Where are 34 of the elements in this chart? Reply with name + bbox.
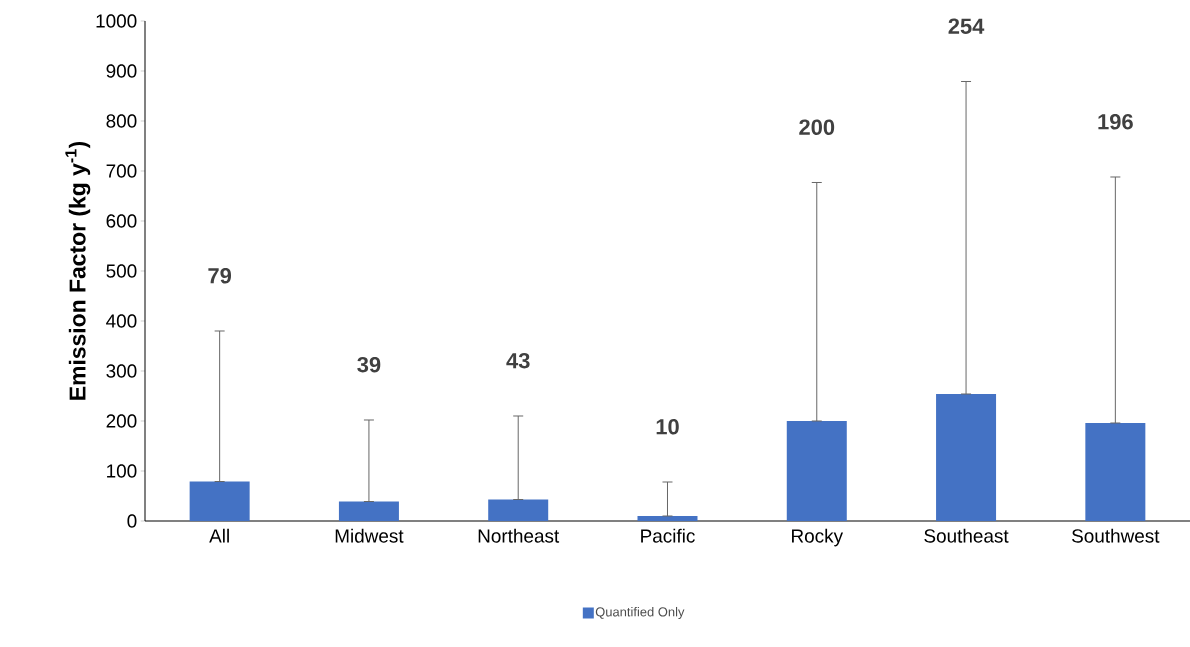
- bar: [637, 516, 698, 521]
- text: 39: [357, 356, 381, 373]
- x-tick-label: Southeast: [924, 528, 1009, 543]
- bar: [936, 394, 997, 521]
- x-tick-label: Northeast: [478, 528, 560, 543]
- y-tick-label: 400: [106, 314, 137, 328]
- text: 200: [799, 119, 835, 135]
- x-tick-label: Midwest: [335, 528, 404, 543]
- y-tick-label: 0: [127, 514, 137, 528]
- y-tick-label: 1000: [96, 14, 137, 28]
- legend-label: Quantified Only: [595, 606, 685, 620]
- y-tick-label: 200: [106, 414, 137, 428]
- bar: [488, 499, 549, 521]
- y-tick-label: 800: [106, 114, 137, 128]
- text: 79: [208, 267, 232, 284]
- y-tick-label: 500: [106, 264, 137, 278]
- y-tick-label: 300: [106, 364, 137, 378]
- y-tick-label: 900: [106, 64, 137, 78]
- text: 10: [656, 418, 679, 435]
- x-tick-label: All: [209, 528, 229, 543]
- text: 254: [948, 18, 985, 34]
- x-tick-label: Rocky: [792, 528, 844, 547]
- y-tick-label: 700: [106, 164, 137, 178]
- bar: [189, 481, 250, 521]
- x-tick-label: Pacific: [641, 528, 695, 543]
- bar: [338, 501, 399, 521]
- y-tick-label: 100: [107, 464, 137, 478]
- bar: [1085, 423, 1146, 521]
- text: 43: [506, 352, 530, 369]
- y-axis-title: Emission Factor (kg y$^{-1}$): [65, 141, 91, 400]
- y-tick-label: 600: [106, 214, 137, 228]
- text: 196: [1098, 113, 1133, 130]
- bar: [786, 421, 847, 521]
- x-tick-label: Southwest: [1072, 528, 1160, 543]
